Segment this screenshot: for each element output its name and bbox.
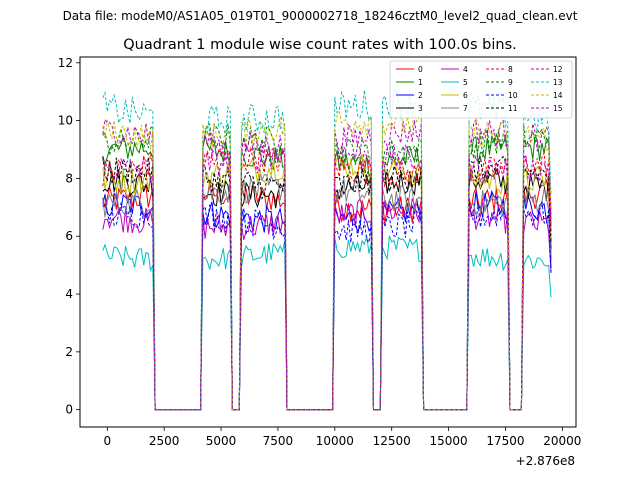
- y-tick-label: 8: [65, 171, 73, 185]
- x-tick-label: 10000: [316, 434, 354, 448]
- y-tick-label: 0: [65, 403, 73, 417]
- x-tick-label: 17500: [486, 434, 524, 448]
- y-tick-label: 12: [58, 56, 73, 70]
- figure-suptitle: Data file: modeM0/AS1A05_019T01_90000027…: [63, 9, 578, 23]
- chart-title: Quadrant 1 module wise count rates with …: [123, 37, 517, 53]
- legend-label-0: 0: [418, 65, 423, 74]
- x-tick-label: 20000: [543, 434, 581, 448]
- series-line-15: [102, 141, 552, 411]
- x-tick-label: 0: [103, 434, 111, 448]
- x-tick-label: 7500: [263, 434, 294, 448]
- plot-frame: [79, 56, 577, 428]
- legend-label-9: 9: [508, 78, 513, 87]
- legend-label-11: 11: [508, 104, 518, 113]
- legend-frame: [389, 60, 573, 119]
- legend-label-1: 1: [418, 78, 423, 87]
- legend-label-12: 12: [553, 65, 563, 74]
- series-layer: [102, 88, 552, 411]
- legend-label-2: 2: [418, 91, 423, 100]
- legend-label-4: 4: [463, 65, 468, 74]
- legend-label-3: 3: [418, 104, 423, 113]
- legend-label-13: 13: [553, 78, 563, 87]
- y-tick-label: 4: [65, 287, 73, 301]
- legend-label-6: 6: [463, 91, 468, 100]
- legend-label-8: 8: [508, 65, 513, 74]
- y-tick-label: 2: [65, 345, 73, 359]
- x-tick-label: 2500: [149, 434, 180, 448]
- legend-label-5: 5: [463, 78, 468, 87]
- x-tick-label: 12500: [373, 434, 411, 448]
- y-tick-label: 10: [58, 114, 73, 128]
- x-offset-label: +2.876e8: [516, 454, 575, 468]
- x-tick-label: 15000: [429, 434, 467, 448]
- legend-label-7: 7: [463, 104, 468, 113]
- y-tick-label: 6: [65, 229, 73, 243]
- legend-label-15: 15: [553, 104, 563, 113]
- legend-label-14: 14: [553, 91, 563, 100]
- axes-layer: 0 2500 5000 7500 10000 12500 15000 17500 20000 0 2…: [58, 56, 582, 448]
- legend-label-10: 10: [508, 91, 518, 100]
- x-tick-label: 5000: [206, 434, 237, 448]
